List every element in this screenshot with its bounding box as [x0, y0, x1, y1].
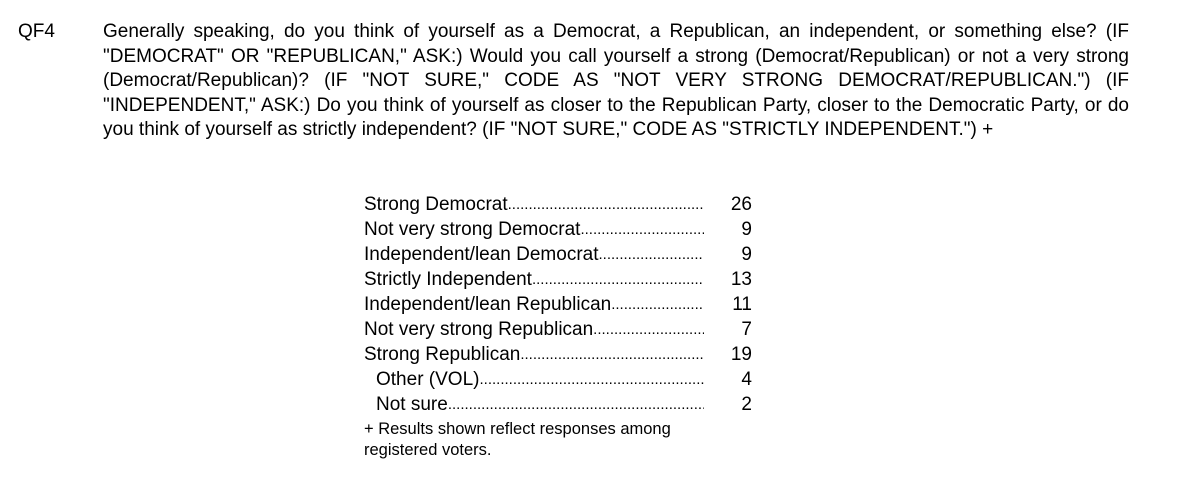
- result-row: Not very strong Republican..............…: [364, 317, 774, 342]
- result-label: Independent/lean Republican: [364, 294, 612, 315]
- result-value: 7: [741, 319, 752, 340]
- dot-leader: ........................................…: [593, 321, 704, 338]
- result-label: Not very strong Republican: [364, 319, 594, 340]
- dot-leader: ........................................…: [531, 271, 704, 288]
- result-label: Strong Republican: [364, 344, 521, 365]
- result-row: Other (VOL).............................…: [364, 367, 774, 392]
- result-row: Not sure................................…: [364, 392, 774, 417]
- result-row: Independent/lean Republican.............…: [364, 292, 774, 317]
- result-label: Not sure: [376, 394, 448, 415]
- result-row: Independent/lean Democrat...............…: [364, 242, 774, 267]
- result-row: Strong Republican.......................…: [364, 342, 774, 367]
- result-label: Not very strong Democrat: [364, 219, 581, 240]
- result-value: 9: [741, 244, 752, 265]
- result-value: 26: [730, 194, 752, 215]
- dot-leader: ........................................…: [580, 221, 704, 238]
- results-table: Strong Democrat.........................…: [364, 192, 774, 461]
- dot-leader: ........................................…: [520, 346, 704, 363]
- footnote: + Results shown reflect responses among …: [364, 420, 671, 459]
- dot-leader: ........................................…: [507, 196, 704, 213]
- dot-leader: ........................................…: [598, 246, 705, 263]
- result-label: Strictly Independent: [364, 269, 532, 290]
- result-value: 19: [730, 344, 752, 365]
- question-id: QF4: [18, 21, 55, 42]
- result-row: Strong Democrat.........................…: [364, 192, 774, 217]
- result-value: 2: [741, 394, 752, 415]
- result-value: 9: [741, 219, 752, 240]
- result-row: Strictly Independent....................…: [364, 267, 774, 292]
- result-label: Other (VOL): [376, 369, 480, 390]
- question-text: Generally speaking, do you think of your…: [103, 21, 1129, 141]
- dot-leader: ........................................…: [479, 371, 704, 388]
- result-label: Strong Democrat: [364, 194, 508, 215]
- result-value: 11: [732, 294, 752, 315]
- result-value: 13: [730, 269, 752, 290]
- dot-leader: ........................................…: [447, 396, 704, 413]
- result-value: 4: [741, 369, 752, 390]
- result-label: Independent/lean Democrat: [364, 244, 599, 265]
- result-row: Not very strong Democrat................…: [364, 217, 774, 242]
- dot-leader: ........................................…: [611, 296, 704, 313]
